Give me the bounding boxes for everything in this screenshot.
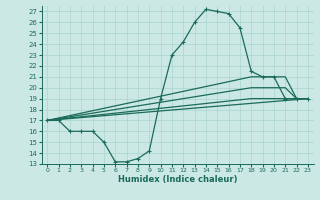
X-axis label: Humidex (Indice chaleur): Humidex (Indice chaleur) [118,175,237,184]
